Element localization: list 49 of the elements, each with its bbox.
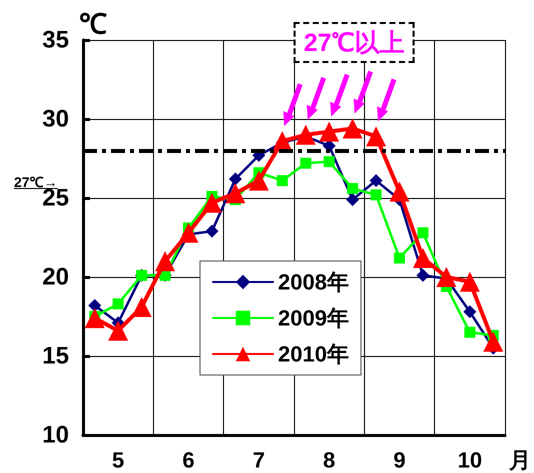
point [463,305,476,318]
point [205,224,218,238]
x-axis-title: 月 [508,448,531,472]
y-tick-label: 15 [42,342,69,370]
x-tick-label: 10 [458,448,482,472]
point [296,124,316,145]
point [412,248,433,268]
y-axis-title: ℃ [79,8,107,40]
y-tick-label: 30 [42,106,69,132]
point [178,222,198,243]
point [248,170,269,191]
point [108,320,128,341]
point [370,189,382,200]
legend-label: 2009年 [278,306,349,330]
point [276,175,288,186]
point [366,126,386,146]
x-tick-label: 6 [182,448,195,472]
point [464,326,476,338]
annotation: 27℃以上 [294,22,415,63]
point [342,118,363,138]
point [416,268,430,282]
x-tick-label: 9 [393,448,406,472]
point [346,193,360,206]
point [394,252,405,264]
point [436,267,456,287]
point [370,174,383,188]
point [347,183,358,194]
point [300,158,312,169]
point [88,298,102,312]
point [225,183,246,204]
y-tick-label: 10 [42,422,69,448]
point [483,332,504,352]
y-tick-label: 20 [42,264,69,290]
point [417,227,428,238]
point [155,251,176,272]
x-tick-label: 5 [112,448,124,472]
point [390,182,410,202]
x-tick-label: 8 [323,448,336,472]
legend-label: 2010年 [278,342,349,366]
point [112,298,124,310]
x-tick-label: 7 [252,448,265,472]
point [202,192,222,213]
point [84,308,105,328]
point [228,172,242,186]
legend-label: 2008年 [278,270,349,294]
y-tick-label: 35 [42,26,69,54]
point [324,156,335,168]
point [319,122,340,142]
point [460,272,480,292]
